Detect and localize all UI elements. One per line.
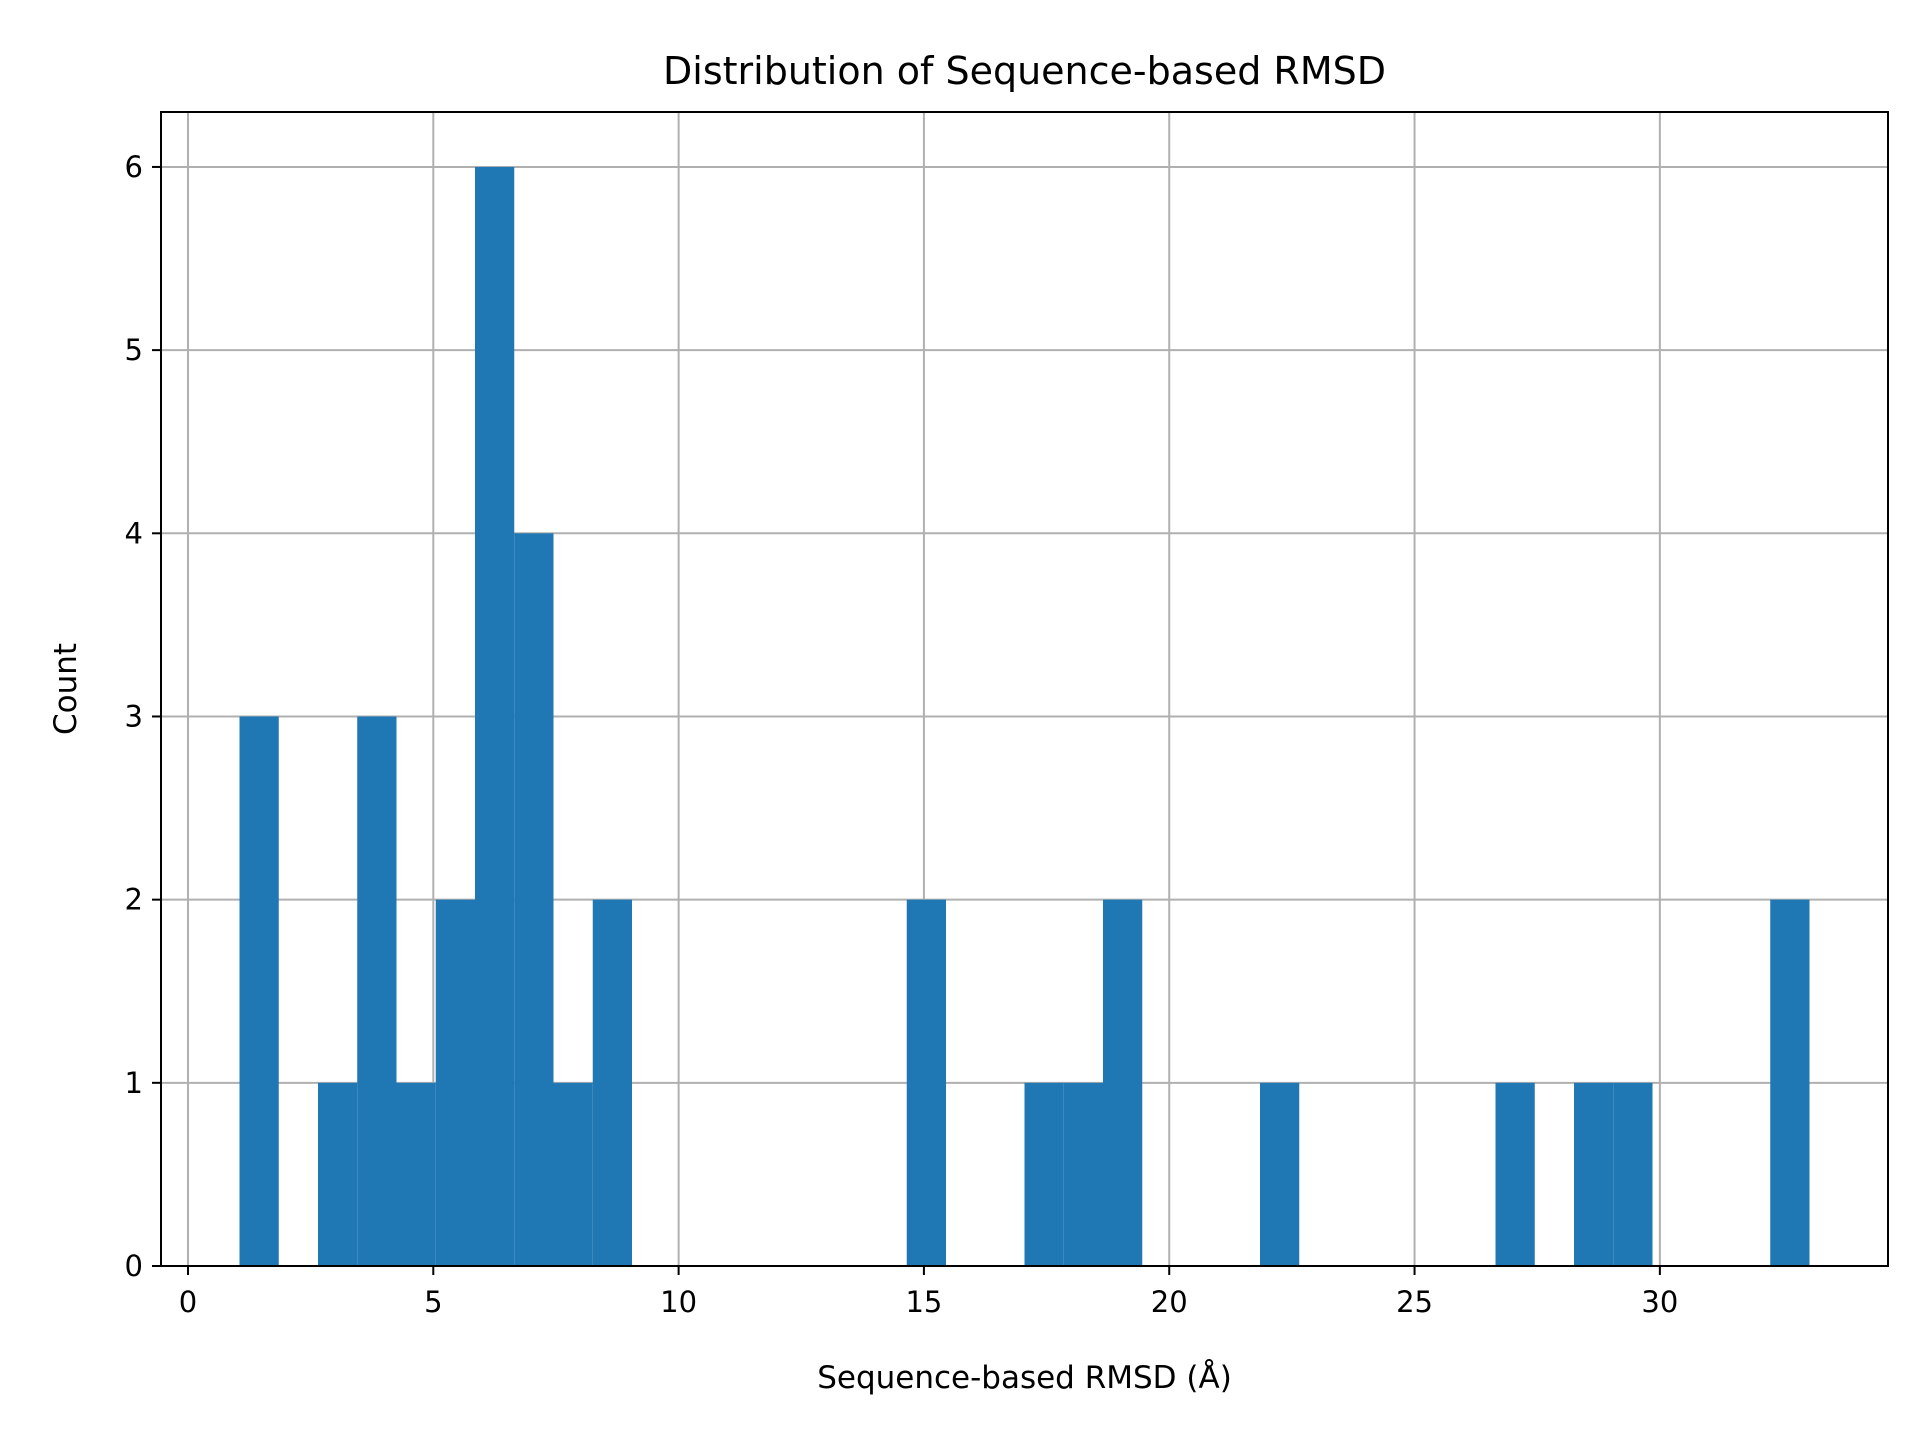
histogram-bar [435,899,475,1266]
histogram-bar [1260,1082,1300,1266]
histogram-bar [475,166,515,1266]
histogram-bar [514,533,554,1266]
x-axis-label: Sequence-based RMSD (Å) [817,1360,1232,1396]
histogram-bar [553,1082,593,1266]
plot-frame [160,111,1889,1267]
x-tick-label: 30 [1641,1285,1678,1319]
histogram-bars [239,166,1810,1266]
histogram-bar [592,899,632,1266]
histogram-bar [396,1082,436,1266]
y-tick-label: 2 [125,883,143,917]
histogram-bar [1063,1082,1103,1266]
y-axis-label: Count [48,643,84,735]
y-tick-label: 4 [125,516,143,550]
histogram-bar [1574,1082,1614,1266]
histogram-bar [906,899,946,1266]
histogram-bar [1613,1082,1653,1266]
x-tick-label: 0 [179,1285,197,1319]
chart-title: Distribution of Sequence-based RMSD [663,49,1386,93]
y-tick-label: 5 [125,333,143,367]
y-tick-label: 6 [125,150,143,184]
y-tick-label: 3 [125,699,143,733]
x-tick-label: 25 [1396,1285,1433,1319]
x-tick-label: 15 [905,1285,942,1319]
histogram-bar [1103,899,1143,1266]
y-tick-label: 0 [125,1249,143,1283]
x-tick-label: 10 [660,1285,697,1319]
axis-ticks: 0 5 10 15 20 25 30 0 1 2 3 4 5 6 [125,150,1679,1319]
histogram-bar [318,1082,358,1266]
histogram-bar [1024,1082,1064,1266]
histogram-bar [357,716,397,1266]
histogram-bar [239,716,279,1266]
histogram-bar [1495,1082,1535,1266]
y-tick-label: 1 [125,1066,143,1100]
x-tick-label: 20 [1151,1285,1188,1319]
histogram-bar [1770,899,1810,1266]
x-tick-label: 5 [424,1285,442,1319]
